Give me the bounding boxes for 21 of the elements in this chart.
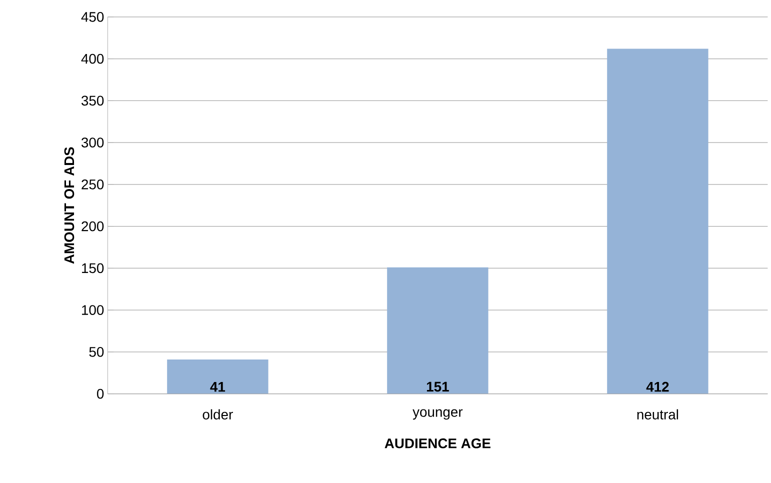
- y-tick-label: 100: [82, 305, 104, 316]
- y-axis-title: AMOUNT OF ADS: [64, 147, 74, 264]
- y-tick-label: 400: [81, 54, 104, 64]
- bar: [387, 268, 488, 394]
- bar: [607, 48, 708, 394]
- y-tick-label: 350: [82, 96, 104, 106]
- x-axis-title: AUDIENCE AGE: [384, 438, 490, 449]
- y-tick-label: 250: [82, 180, 104, 190]
- x-tick-label: younger: [412, 409, 463, 420]
- x-tick-label: older: [202, 410, 233, 420]
- bar: [167, 360, 268, 394]
- y-tick-label: 50: [89, 347, 104, 358]
- y-tick-label: 200: [82, 222, 104, 232]
- y-tick-label: 0: [96, 389, 104, 399]
- y-tick-label: 450: [81, 12, 104, 22]
- data-label: 151: [426, 382, 449, 392]
- data-label: 41: [210, 382, 226, 392]
- x-tick-label: neutral: [637, 410, 678, 420]
- y-tick-label: 150: [82, 263, 104, 274]
- data-label: 412: [646, 382, 669, 392]
- y-tick-label: 300: [82, 138, 104, 148]
